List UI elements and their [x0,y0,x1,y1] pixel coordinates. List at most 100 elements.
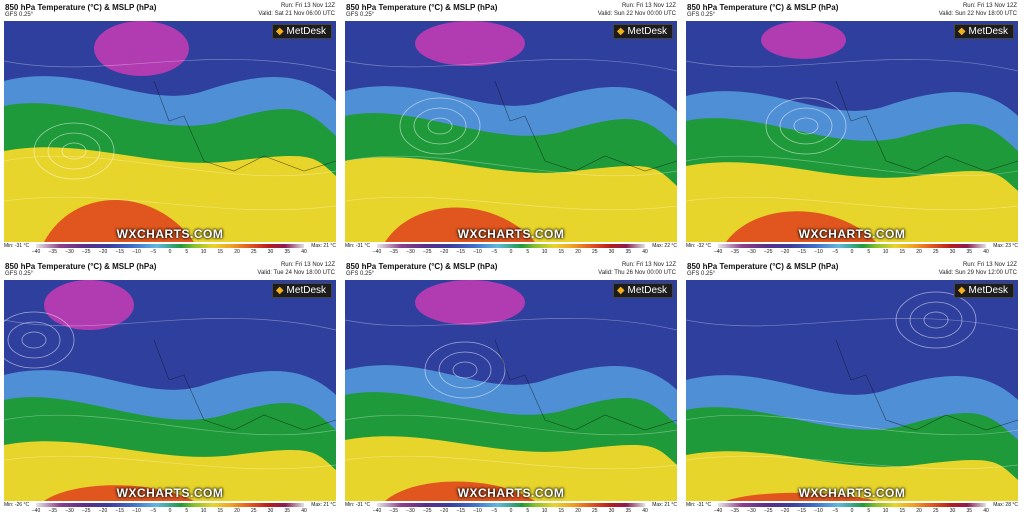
metdesk-logo: ◆ MetDesk [953,283,1014,298]
scale-tick-label: 0 [509,508,513,514]
scale-ticks: −40 −35 −30 −25 −20 −15 −10 −5 0 5 10 15 20 25 30 35 40 [714,249,989,256]
max-value: Max: 21 °C [652,502,677,508]
wxcharts-watermark: WXCHARTS.COM [457,227,565,241]
scale-tick-label: 30 [608,249,615,255]
logo-text: MetDesk [968,285,1008,296]
scale-tick-label: 15 [899,249,906,255]
valid-time: Valid: Sun 29 Nov 12:00 UTC [938,270,1017,276]
scale-tick-label: 10 [541,249,548,255]
scale-tick-label: 5 [867,508,871,514]
scale-tick-label: −20 [439,508,449,514]
valid-time: Valid: Tue 24 Nov 18:00 UTC [257,270,335,276]
scale-tick-label: 10 [200,508,207,514]
scale-tick-label: −30 [747,508,756,514]
scale-tick-label: −25 [423,508,432,514]
scale-tick-label: 15 [217,249,224,255]
run-label: Run: Fri 13 Nov 12Z [962,262,1017,268]
scale-tick-label: 5 [185,249,189,255]
metdesk-logo: ◆ MetDesk [271,24,332,39]
scale-ticks: −40 −35 −30 −25 −20 −15 −10 −5 0 5 10 15 20 25 30 35 40 [373,249,648,256]
scale-tick-label: −5 [491,249,498,255]
scale-tick-label: 40 [983,249,989,255]
scale-tick-label: 20 [916,249,922,255]
scale-tick-label: 0 [850,508,854,514]
map-area: ◆ MetDesk WXCHARTS.COM [686,280,1018,501]
color-scale-bar [718,503,986,507]
scale-tick-label: 25 [250,508,257,514]
scale-tick-label: 0 [168,508,172,514]
panel-title: 850 hPa Temperature (°C) & MSLP (hPa) [346,262,498,271]
color-scale-bar [718,244,986,248]
temperature-map [686,280,1018,501]
color-scale-bar [377,503,645,507]
scale-tick-label: 30 [608,508,615,514]
scale-tick-label: −40 [31,249,41,255]
temperature-map [345,280,677,501]
scale-tick-label: −15 [797,249,806,255]
min-value: Min: -32 °C [686,243,712,249]
max-value: Max: 21 °C [311,502,336,508]
scale-tick-label: 10 [200,249,207,255]
panel-header: 850 hPa Temperature (°C) & MSLP (hPa) GF… [2,261,338,279]
scale-tick-label: 5 [526,249,530,255]
scale-tick-label: 15 [558,508,565,514]
scale-tick-label: 30 [267,508,274,514]
color-scale: Min: -31 °C −40 −35 −30 −25 −20 −15 −10 −5 0 5 10 1… [2,243,338,257]
scale-tick-label: −20 [780,249,790,255]
scale-tick-label: −30 [406,508,415,514]
wxcharts-watermark: WXCHARTS.COM [798,486,906,500]
color-scale: Min: -32 °C −40 −35 −30 −25 −20 −15 −10 −5 0 5 10 1… [684,243,1020,257]
scale-tick-label: −15 [115,249,124,255]
min-value: Min: -31 °C [686,502,712,508]
scale-tick-label: −20 [780,508,790,514]
scale-tick-label: −10 [473,508,482,514]
scale-ticks: −40 −35 −30 −25 −20 −15 −10 −5 0 5 10 15 20 25 30 35 40 [32,508,307,515]
panel-title: 850 hPa Temperature (°C) & MSLP (hPa) [5,262,157,271]
scale-tick-label: 35 [625,508,632,514]
scale-tick-label: 5 [867,249,871,255]
scale-tick-label: 35 [966,249,973,255]
metdesk-mark-icon: ◆ [275,26,284,37]
valid-time: Valid: Sun 22 Nov 18:00 UTC [938,11,1017,17]
scale-ticks: −40 −35 −30 −25 −20 −15 −10 −5 0 5 10 15 20 25 30 35 40 [32,249,307,256]
metdesk-mark-icon: ◆ [957,285,966,296]
scale-tick-label: −15 [115,508,124,514]
scale-tick-label: 20 [575,249,581,255]
scale-tick-label: 40 [301,249,307,255]
run-label: Run: Fri 13 Nov 12Z [280,262,335,268]
metdesk-logo: ◆ MetDesk [953,24,1014,39]
scale-tick-label: 20 [916,508,922,514]
scale-tick-label: 35 [625,249,632,255]
chart-panel: 850 hPa Temperature (°C) & MSLP (hPa) GF… [343,261,679,516]
scale-tick-label: 25 [591,508,598,514]
scale-tick-label: 40 [642,508,648,514]
run-label: Run: Fri 13 Nov 12Z [621,262,676,268]
min-value: Min: -31 °C [4,243,30,249]
map-area: ◆ MetDesk WXCHARTS.COM [345,280,677,501]
panel-header: 850 hPa Temperature (°C) & MSLP (hPa) GF… [684,261,1020,279]
run-label: Run: Fri 13 Nov 12Z [962,3,1017,9]
scale-tick-label: 35 [284,249,291,255]
color-scale: Min: -26 °C −40 −35 −30 −25 −20 −15 −10 −5 0 5 10 1… [2,502,338,516]
valid-time: Valid: Sun 22 Nov 00:00 UTC [597,11,676,17]
scale-tick-label: −40 [713,508,723,514]
color-scale: Min: -31 °C −40 −35 −30 −25 −20 −15 −10 −5 0 5 10 1… [343,243,679,257]
scale-ticks: −40 −35 −30 −25 −20 −15 −10 −5 0 5 10 15 20 25 30 35 40 [714,508,989,515]
scale-tick-label: −10 [814,508,823,514]
scale-tick-label: −35 [389,249,398,255]
scale-tick-label: −25 [82,249,91,255]
scale-tick-label: −5 [150,249,157,255]
chart-panel: 850 hPa Temperature (°C) & MSLP (hPa) GF… [343,2,679,257]
scale-tick-label: −30 [747,249,756,255]
metdesk-logo: ◆ MetDesk [612,283,673,298]
chart-panel: 850 hPa Temperature (°C) & MSLP (hPa) GF… [2,2,338,257]
model-label: GFS 0.25° [687,12,716,18]
wxcharts-watermark: WXCHARTS.COM [457,486,565,500]
run-label: Run: Fri 13 Nov 12Z [280,3,335,9]
scale-tick-label: 10 [541,508,548,514]
scale-tick-label: −35 [730,249,739,255]
scale-tick-label: −30 [65,508,74,514]
scale-tick-label: −15 [456,249,465,255]
panel-title: 850 hPa Temperature (°C) & MSLP (hPa) [346,3,498,12]
metdesk-mark-icon: ◆ [616,285,625,296]
